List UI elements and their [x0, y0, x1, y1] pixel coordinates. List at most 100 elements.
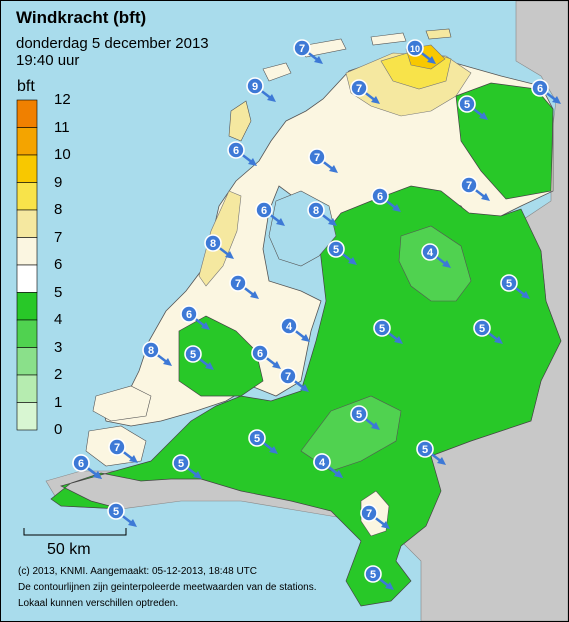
- arrow-head-icon: [269, 446, 278, 454]
- station-value: 7: [235, 278, 241, 290]
- arrow-head-icon: [371, 96, 380, 104]
- station-marker: 6: [531, 79, 561, 104]
- station-value: 5: [422, 444, 428, 456]
- arrow-head-icon: [521, 291, 530, 299]
- arrow-head-icon: [205, 362, 214, 370]
- legend-swatch-12: [16, 99, 38, 128]
- legend-swatch-3: [16, 347, 38, 376]
- station-marker: 6: [371, 187, 401, 212]
- station-circle: [108, 438, 126, 456]
- station-value: 8: [148, 345, 154, 357]
- station-marker: 4: [421, 243, 451, 268]
- legend-tick-0: 0: [54, 421, 63, 438]
- arrow-head-icon: [394, 336, 403, 344]
- station-marker: 6: [72, 454, 102, 479]
- arrow-head-icon: [348, 257, 357, 265]
- zone-4-east: [398, 225, 472, 302]
- station-value: 6: [257, 348, 263, 360]
- station-circle: [473, 319, 491, 337]
- arrow-head-icon: [163, 358, 172, 366]
- legend-tick-10: 10: [54, 146, 71, 163]
- station-circle: [251, 344, 269, 362]
- station-marker: 7: [279, 367, 309, 392]
- station-circle: [246, 77, 264, 95]
- station-circle: [172, 454, 190, 472]
- arrow-head-icon: [267, 94, 276, 102]
- footer-copyright: (c) 2013, KNMI. Aangemaakt: 05-12-2013, …: [18, 566, 258, 577]
- station-circle: [229, 274, 247, 292]
- station-marker: 5: [327, 240, 357, 265]
- station-marker: 5: [172, 454, 202, 479]
- station-marker: 7: [229, 274, 259, 299]
- station-circle: [204, 234, 222, 252]
- station-marker: 5: [350, 405, 380, 430]
- arrow-head-icon: [129, 455, 138, 463]
- station-marker: 5: [364, 565, 394, 590]
- station-marker: 6: [180, 305, 210, 330]
- footer-note-local: Lokaal kunnen verschillen optreden.: [18, 598, 179, 609]
- arrow-head-icon: [272, 361, 281, 369]
- arrow-head-icon: [481, 193, 490, 201]
- zone-4-south: [300, 395, 402, 472]
- station-value: 5: [190, 349, 196, 361]
- station-marker: 6: [255, 201, 285, 226]
- station-circle: [255, 201, 273, 219]
- arrow-head-icon: [250, 291, 259, 299]
- legend-tick-6: 6: [54, 256, 63, 273]
- station-value: 5: [178, 458, 184, 470]
- station-marker: 8: [307, 201, 337, 226]
- station-value: 6: [233, 145, 239, 157]
- station-value: 5: [113, 506, 119, 518]
- zone-5-west: [178, 315, 264, 397]
- island-schiermonnikoog: [425, 28, 452, 40]
- station-value: 5: [506, 278, 512, 290]
- arrow-head-icon: [193, 471, 202, 479]
- island-zeeland: [92, 385, 152, 422]
- station-marker: 4: [280, 317, 310, 342]
- station-value: 6: [78, 458, 84, 470]
- station-value: 9: [252, 81, 258, 93]
- arrow-head-icon: [437, 457, 446, 465]
- station-circle: [107, 502, 125, 520]
- station-value: 7: [356, 83, 362, 95]
- legend-swatch-8: [16, 209, 38, 238]
- legend-tick-11: 11: [54, 118, 70, 136]
- station-circle: [364, 565, 382, 583]
- station-value: 4: [427, 247, 434, 259]
- station-circle: [248, 429, 266, 447]
- station-marker: 5: [373, 319, 403, 344]
- station-value: 6: [186, 309, 192, 321]
- station-marker: 9: [246, 77, 276, 102]
- station-marker: 7: [460, 176, 490, 201]
- station-circle: [279, 367, 297, 385]
- station-circle: [373, 319, 391, 337]
- station-circle: [313, 453, 331, 471]
- station-marker: 10: [406, 39, 436, 64]
- legend-tick-3: 3: [54, 338, 63, 356]
- station-value: 7: [114, 442, 120, 454]
- station-marker: 5: [458, 95, 488, 120]
- station-circle: [180, 305, 198, 323]
- footer-note-contours: De contourlijnen zijn geinterpoleerde me…: [18, 582, 317, 593]
- arrow-head-icon: [328, 218, 337, 226]
- station-circle: [327, 240, 345, 258]
- arrow-head-icon: [385, 582, 394, 590]
- station-value: 5: [254, 433, 260, 445]
- legend-swatch-1: [16, 402, 38, 431]
- station-circle: [371, 187, 389, 205]
- map-title: Windkracht (bft): [16, 8, 147, 27]
- station-circle: [416, 440, 434, 458]
- arrow-head-icon: [442, 260, 451, 268]
- station-marker: 7: [293, 39, 323, 64]
- legend-tick-4: 4: [54, 311, 63, 328]
- legend-tick-12: 12: [54, 91, 71, 108]
- arrow-head-icon: [427, 56, 436, 64]
- station-marker: 6: [251, 344, 281, 369]
- arrow-head-icon: [552, 96, 561, 104]
- arrow-head-icon: [248, 158, 257, 166]
- station-marker: 7: [108, 438, 138, 463]
- legend-swatch-9: [16, 182, 38, 211]
- legend-tick-5: 5: [54, 283, 63, 301]
- arrow-head-icon: [334, 470, 343, 478]
